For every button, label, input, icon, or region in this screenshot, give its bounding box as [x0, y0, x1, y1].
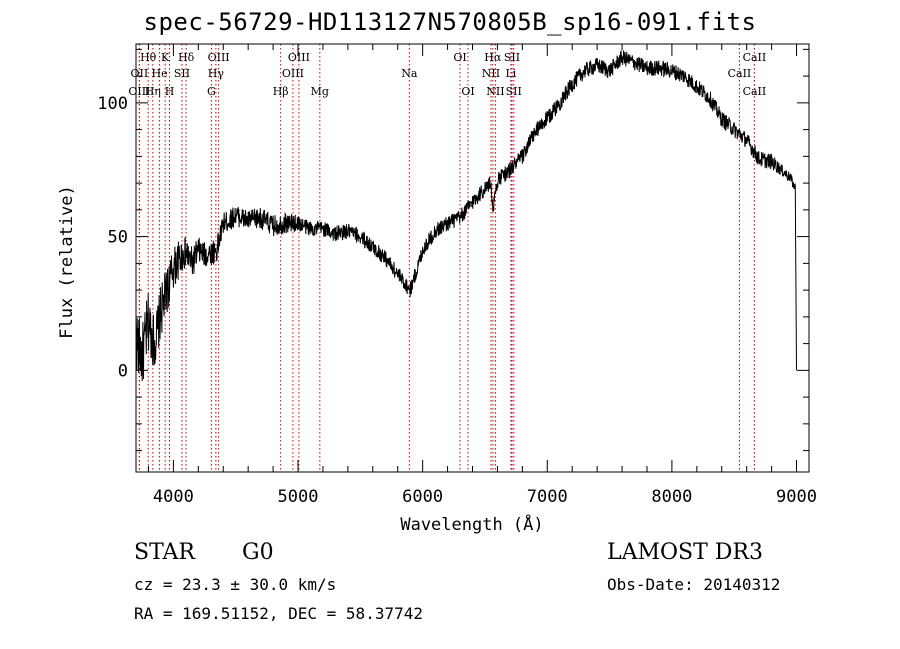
x-tick-label: 7000 — [527, 487, 568, 507]
spectrum-series — [135, 50, 797, 382]
marker-label: Hα — [484, 51, 502, 64]
marker-label: He — [152, 67, 168, 80]
coordinates: RA = 169.51152, DEC = 58.37742 — [134, 604, 423, 623]
object-class: STAR — [134, 540, 195, 565]
marker-label: H — [165, 85, 175, 98]
x-tick-label: 6000 — [402, 487, 443, 507]
line-markers — [138, 44, 755, 472]
marker-label: Li — [505, 67, 516, 80]
obs-date: Obs-Date: 20140312 — [607, 575, 781, 594]
marker-label: Hθ — [140, 51, 157, 64]
marker-label: CaII — [728, 67, 752, 80]
marker-label: CaII — [743, 51, 767, 64]
marker-label: SII — [504, 51, 520, 64]
x-tick-label: 4000 — [153, 487, 194, 507]
y-tick-label: 0 — [118, 361, 128, 381]
x-axis-label: Wavelength (Å) — [400, 513, 543, 535]
marker-label: K — [161, 51, 170, 64]
object-subclass: G0 — [242, 540, 274, 565]
marker-label: Na — [401, 67, 418, 80]
survey-name: LAMOST DR3 — [607, 540, 763, 565]
y-axis-label: Flux (relative) — [57, 185, 77, 339]
spectrum-line — [135, 50, 797, 382]
plot-frame — [135, 43, 810, 473]
marker-label: NII — [486, 85, 504, 98]
marker-label: Hγ — [208, 67, 225, 80]
marker-label: OIII — [282, 67, 304, 80]
marker-labels: Hθ OII OIII K He Hη H SII Hδ OIII Hγ G OIII OIII Hβ Mg N… — [128, 51, 766, 98]
marker-label: SII — [506, 85, 522, 98]
x-tick-label: 9000 — [776, 487, 817, 507]
marker-label: NII — [482, 67, 500, 80]
y-tick-label: 50 — [108, 228, 128, 248]
marker-label: OI — [453, 51, 466, 64]
marker-label: OIII — [288, 51, 310, 64]
marker-label: Hη — [145, 85, 161, 98]
marker-label: OIII — [208, 51, 230, 64]
marker-label: OIII — [128, 85, 150, 98]
marker-label: Hδ — [178, 51, 195, 64]
y-tick-label: 100 — [97, 94, 128, 114]
marker-label: SII — [174, 67, 190, 80]
marker-label: Hβ — [273, 85, 289, 98]
marker-label: G — [207, 85, 216, 98]
x-tick-label: 8000 — [651, 487, 692, 507]
marker-label: CaII — [743, 85, 767, 98]
marker-label: OII — [131, 67, 149, 80]
chart-title: spec-56729-HD113127N570805B_sp16-091.fit… — [143, 8, 757, 36]
x-tick-label: 5000 — [278, 487, 319, 507]
redshift-readout: cz = 23.3 ± 30.0 km/s — [134, 575, 337, 594]
marker-label: Mg — [311, 85, 329, 98]
axes: 4000 5000 6000 7000 8000 9000 0 50 100 — [97, 43, 817, 507]
marker-label: OI — [461, 85, 474, 98]
